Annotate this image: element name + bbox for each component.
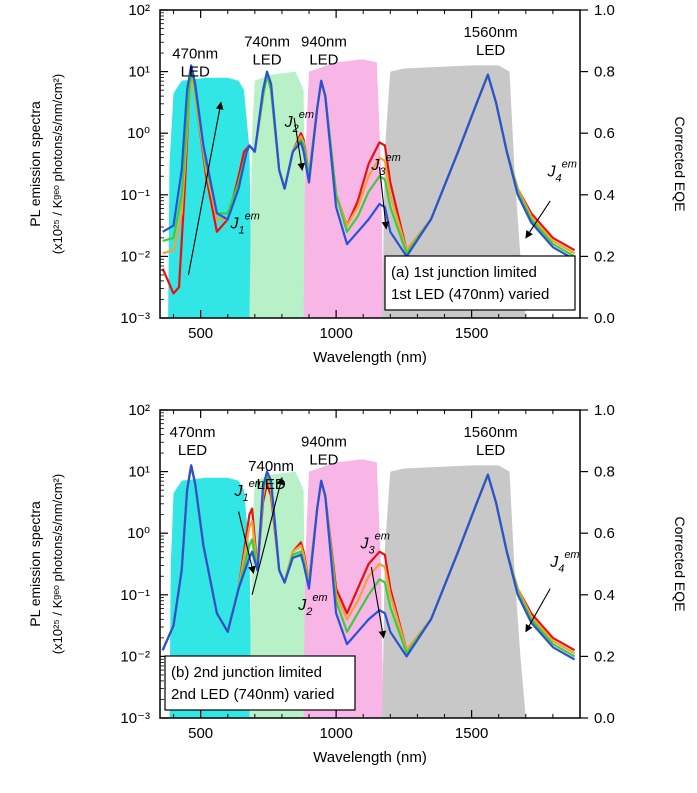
eqe-band-3 xyxy=(303,459,384,718)
x-tick-label: 1000 xyxy=(319,325,352,342)
junction-label: J2em xyxy=(297,592,327,618)
junction-label: J1em xyxy=(229,211,259,237)
x-axis-label: Wavelength (nm) xyxy=(313,749,427,766)
eqe-band-4 xyxy=(382,65,526,318)
x-axis-label: Wavelength (nm) xyxy=(313,349,427,366)
panel-label-box xyxy=(384,255,576,311)
chart-panel-a: 500 1000 1500 10⁻³ 10⁻² 10⁻¹ 10⁰ 10¹ 10² 0.0 0.2 0.… xyxy=(27,2,688,366)
y-tick-label: 10⁻¹ xyxy=(120,587,150,604)
x-tick-label: 500 xyxy=(188,325,213,342)
pl-series-4 xyxy=(161,464,576,661)
y2-axis-label: Corrected EQE xyxy=(672,517,688,612)
y2-tick-label: 1.0 xyxy=(594,2,615,19)
y-tick-label: 10¹ xyxy=(128,464,150,481)
y-tick-label: 10⁰ xyxy=(127,525,150,542)
y2-tick-label: 0.2 xyxy=(594,248,615,265)
panel-label-line: (b) 2nd junction limited xyxy=(171,664,322,681)
y2-tick-label: 0.4 xyxy=(594,587,615,604)
led-label-wavelength: 1560nm xyxy=(463,24,517,41)
trend-arrow xyxy=(187,101,224,275)
led-label-text: LED xyxy=(309,51,338,68)
y-tick-label: 10² xyxy=(128,402,150,419)
chart-panel-b: 500 1000 1500 10⁻³ 10⁻² 10⁻¹ 10⁰ 10¹ 10² 0.0 0.2 0.… xyxy=(27,402,688,766)
led-label-text: LED xyxy=(178,442,207,459)
y2-tick-label: 1.0 xyxy=(594,402,615,419)
y-tick-label: 10⁻² xyxy=(120,248,150,265)
trend-arrow xyxy=(525,588,551,633)
panel-label-line: 2nd LED (740nm) varied xyxy=(171,686,334,703)
y-tick-label: 10⁻³ xyxy=(120,310,150,327)
led-label-wavelength: 740nm xyxy=(248,458,294,475)
pl-series-4 xyxy=(162,64,576,261)
y-tick-label: 10² xyxy=(128,2,150,19)
trend-arrow xyxy=(370,566,387,639)
y-tick-label: 10¹ xyxy=(128,64,150,81)
y2-tick-label: 0.6 xyxy=(594,125,615,142)
plot-frame xyxy=(159,9,581,319)
trend-arrow xyxy=(251,477,284,595)
panel-label-line: 1st LED (470nm) varied xyxy=(391,286,549,303)
y-axis-label-line2: (x10²⁵ / Kᵍᵉᵒ photons/s/nm/cm²) xyxy=(50,74,65,254)
panel-label-line: (a) 1st junction limited xyxy=(391,264,537,281)
trend-arrow xyxy=(293,117,305,171)
junction-label: J4em xyxy=(546,158,576,184)
y2-tick-label: 0.4 xyxy=(594,187,615,204)
junction-label: J2em xyxy=(284,109,314,135)
y-axis-label-line1: PL emission spectra xyxy=(27,101,43,227)
y-tick-label: 10⁻² xyxy=(120,648,150,665)
y2-tick-label: 0.8 xyxy=(594,464,615,481)
y-tick-label: 10⁰ xyxy=(127,125,150,142)
led-label-text: LED xyxy=(476,42,505,59)
y-axis-label-line2: (x10²⁵ / Kᵍᵉᵒ photons/s/nm/cm²) xyxy=(50,474,65,654)
panel-label-box xyxy=(164,655,356,711)
y2-tick-label: 0.0 xyxy=(594,710,615,727)
y2-tick-label: 0.2 xyxy=(594,648,615,665)
y2-tick-label: 0.8 xyxy=(594,64,615,81)
y2-tick-label: 0.0 xyxy=(594,310,615,327)
junction-label: J1em xyxy=(234,478,264,504)
led-label-text: LED xyxy=(181,64,210,81)
plot-area xyxy=(161,59,576,318)
x-tick-label: 1000 xyxy=(319,725,352,742)
y2-axis-label: Corrected EQE xyxy=(672,117,688,212)
junction-label: J3em xyxy=(360,531,390,557)
led-label-wavelength: 740nm xyxy=(244,33,290,50)
y2-tick-label: 0.6 xyxy=(594,525,615,542)
eqe-band-2 xyxy=(249,71,307,318)
y-axis-label-line1: PL emission spectra xyxy=(27,501,43,627)
eqe-band-3 xyxy=(303,59,384,318)
led-label-wavelength: 470nm xyxy=(172,46,218,63)
trend-arrow xyxy=(238,511,256,574)
led-label-text: LED xyxy=(309,451,338,468)
junction-label: J4em xyxy=(549,549,579,575)
y-tick-label: 10⁻³ xyxy=(120,710,150,727)
x-tick-label: 500 xyxy=(188,725,213,742)
x-tick-label: 1500 xyxy=(455,725,488,742)
led-label-wavelength: 940nm xyxy=(301,33,347,50)
led-label-wavelength: 1560nm xyxy=(463,424,517,441)
led-label-wavelength: 470nm xyxy=(170,424,216,441)
x-tick-label: 1500 xyxy=(455,325,488,342)
eqe-band-4 xyxy=(382,465,526,718)
y-tick-label: 10⁻¹ xyxy=(120,187,150,204)
led-label-text: LED xyxy=(476,442,505,459)
trend-arrow xyxy=(378,167,390,230)
led-label-wavelength: 940nm xyxy=(301,433,347,450)
trend-arrow xyxy=(525,200,551,239)
junction-label: J3em xyxy=(370,152,400,178)
plot-frame xyxy=(159,409,581,719)
led-label-text: LED xyxy=(252,51,281,68)
